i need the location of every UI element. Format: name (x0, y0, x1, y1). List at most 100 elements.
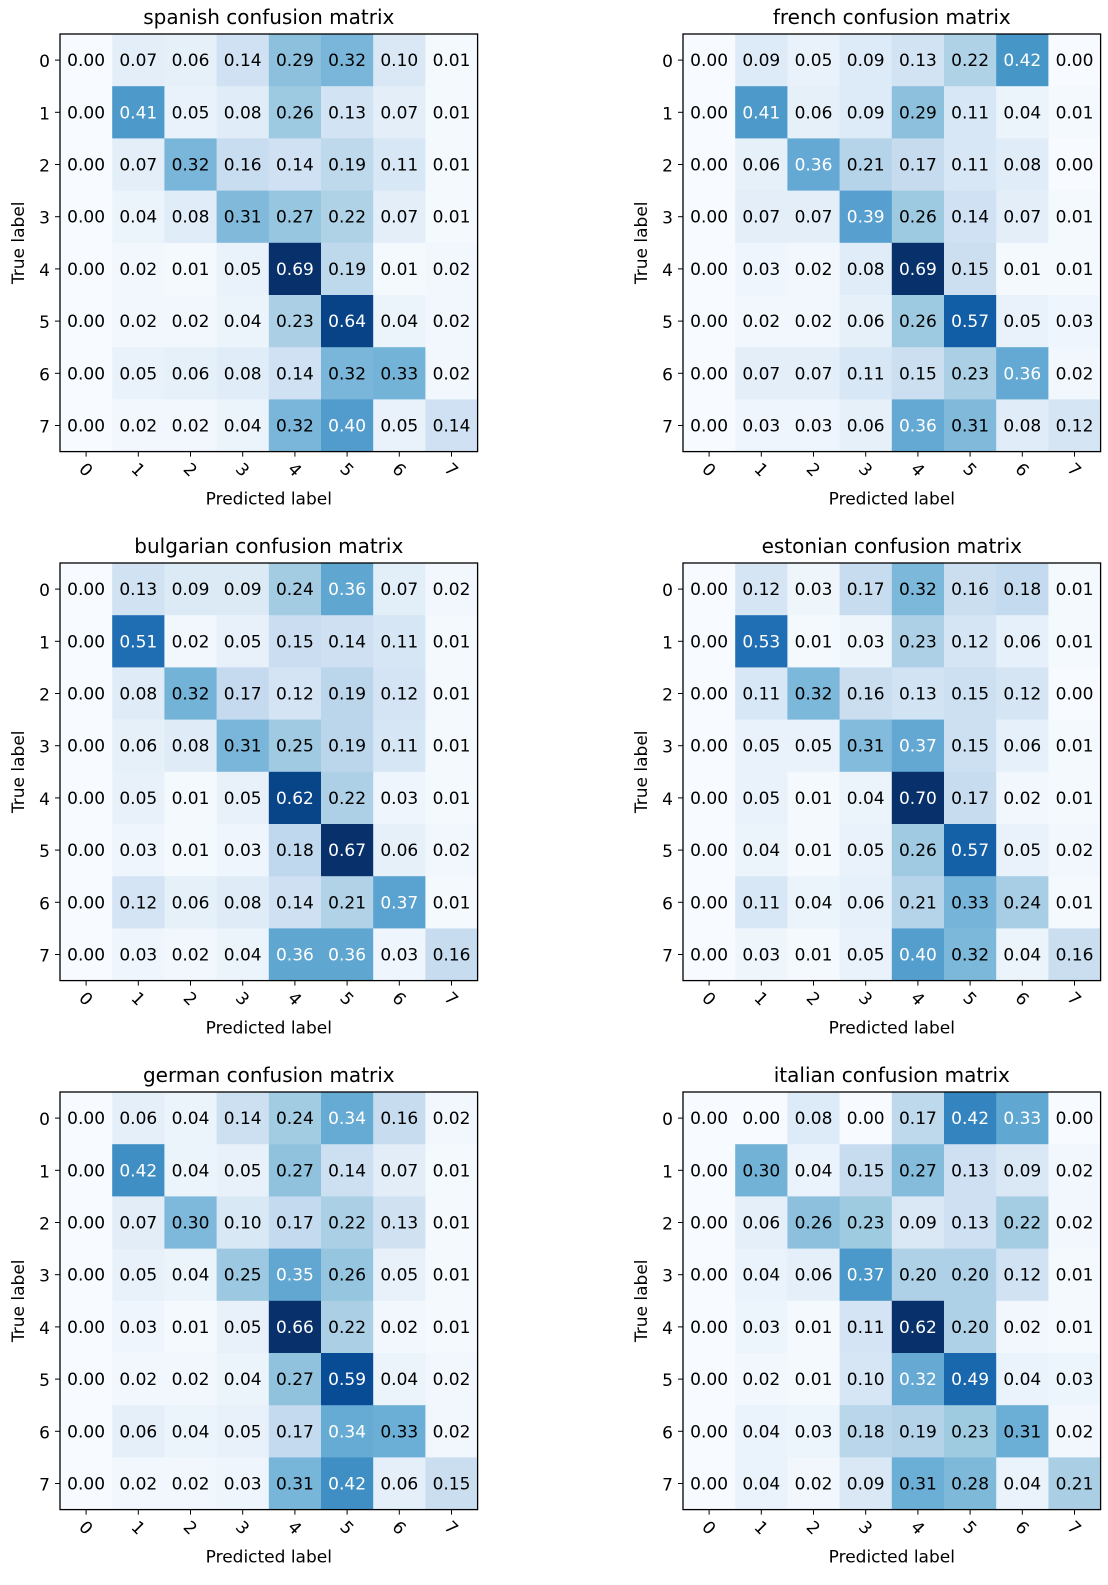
heatmap-cell (839, 295, 893, 348)
heatmap-cell (891, 1092, 945, 1145)
heatmap-cell (996, 563, 1049, 616)
heatmap-cell (112, 719, 165, 773)
heatmap-cell (268, 1405, 322, 1458)
cell-value-label: 0.15 (899, 364, 937, 384)
x-tick-label: 2 (802, 988, 824, 1010)
heatmap-cell (425, 1405, 478, 1458)
x-tick-label: 6 (1011, 988, 1033, 1010)
cell-value-label: 0.01 (433, 208, 471, 228)
heatmap-cell (216, 1144, 270, 1197)
confusion-matrix-panel: french confusion matrix 0.00 0.09 0.05 0.09 0… (632, 5, 1102, 510)
heatmap-cell (112, 399, 165, 452)
cell-value-label: 0.24 (276, 1109, 314, 1129)
cell-value-label: 0.00 (67, 1370, 105, 1390)
x-tick-label: 2 (802, 1517, 824, 1539)
heatmap-cell (112, 1457, 165, 1510)
heatmap-cell (996, 667, 1049, 720)
heatmap-cell (216, 138, 270, 191)
heatmap-cell (787, 86, 840, 139)
heatmap-cell (373, 928, 426, 981)
heatmap-cell (268, 615, 322, 668)
heatmap-cell (839, 824, 893, 877)
heatmap-cell (216, 399, 270, 452)
cell-value-label: 0.40 (899, 946, 937, 966)
cell-value-label: 0.17 (899, 156, 937, 176)
cell-value-label: 0.02 (1056, 364, 1094, 384)
cell-value-label: 0.02 (742, 1370, 780, 1390)
x-tick-label: 1 (750, 459, 772, 481)
cell-value-label: 0.12 (951, 632, 989, 652)
heatmap-cell (996, 1300, 1049, 1354)
plot-frame (682, 562, 1102, 982)
cell-value-label: 0.09 (172, 580, 210, 600)
confusion-matrix-panel: bulgarian confusion matrix 0.00 0.13 0.09 0.… (9, 534, 479, 1039)
y-axis-label: True label (9, 1259, 29, 1343)
heatmap-cell (683, 1248, 736, 1302)
cell-value-label: 0.32 (899, 580, 937, 600)
cell-value-label: 0.22 (1003, 1214, 1041, 1234)
cell-value-label: 0.00 (67, 208, 105, 228)
heatmap-cell (944, 1457, 997, 1510)
heatmap-cell (321, 876, 374, 929)
cell-value-label: 0.01 (433, 1318, 471, 1338)
heatmap-cell (164, 824, 217, 877)
heatmap-cell (787, 1144, 840, 1197)
cell-value-label: 0.57 (951, 841, 989, 861)
cell-value-label: 0.10 (380, 51, 418, 71)
cell-value-label: 0.06 (380, 841, 418, 861)
heatmap-cell (996, 719, 1049, 773)
heatmap-cell (373, 138, 426, 191)
cell-value-label: 0.57 (951, 312, 989, 332)
cell-value-label: 0.32 (276, 417, 314, 437)
heatmap-cell (944, 1144, 997, 1197)
cell-value-label: 0.11 (742, 893, 780, 913)
heatmap-cell (164, 876, 217, 929)
heatmap-cell (787, 667, 840, 720)
cell-value-label: 0.04 (1003, 946, 1041, 966)
heatmap-cell (373, 1405, 426, 1458)
x-tick-label: 4 (906, 1517, 928, 1539)
cell-value-label: 0.04 (1003, 1475, 1041, 1495)
heatmap-cell (425, 242, 478, 296)
cell-value-label: 0.04 (224, 417, 262, 437)
cell-value-label: 0.02 (172, 1370, 210, 1390)
cell-value-label: 0.00 (690, 1370, 728, 1390)
cell-value-label: 0.17 (951, 789, 989, 809)
heatmap-cell (268, 1196, 322, 1249)
heatmap-cell (735, 667, 788, 720)
cell-value-label: 0.06 (742, 156, 780, 176)
y-tick-label: 2 (39, 1215, 50, 1235)
heatmap-cell (735, 824, 788, 877)
heatmap-cell (1048, 86, 1101, 139)
heatmap-cell (164, 615, 217, 668)
cell-value-label: 0.01 (1056, 1266, 1094, 1286)
cell-value-label: 0.02 (433, 1422, 471, 1442)
heatmap-cell (216, 719, 270, 773)
heatmap-cell (1048, 1144, 1101, 1197)
y-tick-label: 3 (39, 209, 50, 229)
cell-value-label: 0.05 (119, 789, 157, 809)
cell-value-label: 0.01 (172, 260, 210, 280)
cell-value-label: 0.00 (67, 1318, 105, 1338)
cell-value-label: 0.17 (276, 1422, 314, 1442)
y-tick-label: 1 (662, 104, 673, 124)
cell-value-label: 0.22 (328, 208, 366, 228)
cell-value-label: 0.08 (1003, 156, 1041, 176)
heatmap-cell (944, 399, 997, 452)
heatmap-cell (683, 242, 736, 296)
heatmap-cell (321, 138, 374, 191)
heatmap-cell (164, 1144, 217, 1197)
cell-value-label: 0.00 (690, 51, 728, 71)
heatmap-cell (112, 1092, 165, 1145)
cell-value-label: 0.01 (1056, 580, 1094, 600)
cell-value-label: 0.06 (1003, 737, 1041, 757)
cell-value-label: 0.09 (224, 580, 262, 600)
cell-value-label: 0.22 (328, 1318, 366, 1338)
x-tick-label: 6 (388, 459, 410, 481)
cell-value-label: 0.00 (690, 1109, 728, 1129)
heatmap-cell (321, 1248, 374, 1302)
heatmap-cell (683, 190, 736, 244)
cell-value-label: 0.36 (899, 417, 937, 437)
heatmap-cell (787, 347, 840, 400)
cell-value-label: 0.28 (951, 1475, 989, 1495)
